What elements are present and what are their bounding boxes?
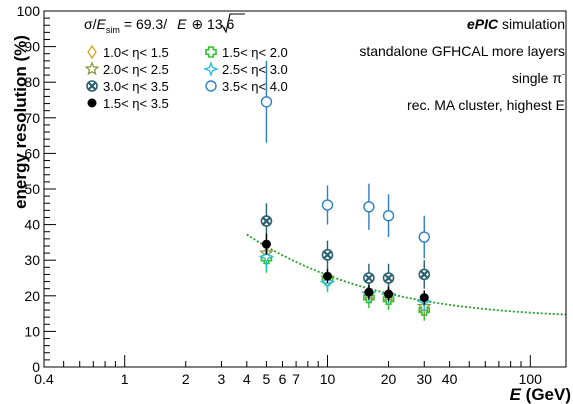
- legend: 1.0< η< 1.5 1.5< η< 2.0 2.0< η< 2.5 2.5< η<…: [84, 44, 288, 111]
- legend-item: 1.0< η< 1.5: [87, 44, 169, 60]
- y-tick-label: 40: [24, 217, 40, 233]
- fit-formula: σ/Esim = 69.3/E ⊕ 13.6: [84, 16, 235, 35]
- legend-label: 1.5< η< 2.0: [222, 45, 288, 60]
- data-point: [418, 231, 430, 243]
- legend-item: 2.0< η< 2.5: [84, 61, 169, 77]
- data-point: [419, 293, 429, 303]
- series-3: [258, 242, 433, 312]
- data-point: [260, 96, 273, 108]
- legend-label: 2.0< η< 2.5: [103, 62, 169, 77]
- y-tick-label: 30: [24, 252, 40, 268]
- legend-label: 1.5< η< 3.5: [103, 96, 169, 111]
- x-tick-label: 100: [519, 371, 543, 387]
- series-4: [260, 203, 431, 293]
- x-axis-label-unit: (GeV): [521, 385, 571, 404]
- x-tick-label: 3: [218, 371, 226, 387]
- y-tick-label: 0: [32, 359, 40, 375]
- annotation-particle-charge: -: [562, 69, 565, 79]
- x-tick-label: 30: [416, 371, 432, 387]
- legend-item: 1.5< η< 3.5: [87, 96, 169, 111]
- legend-label: 1.0< η< 1.5: [103, 45, 169, 60]
- data-point: [363, 201, 375, 213]
- y-tick-label: 10: [24, 323, 40, 339]
- sqrt-sign: [221, 13, 245, 34]
- series-6: [261, 233, 429, 305]
- marker-star4: [203, 61, 219, 77]
- data-point: [418, 268, 431, 281]
- data-point: [382, 209, 395, 222]
- data-point: [384, 289, 394, 299]
- data-point: [363, 272, 375, 284]
- legend-label: 3.0< η< 3.5: [103, 79, 169, 94]
- y-tick-label: 20: [24, 288, 40, 304]
- series-2: [259, 238, 432, 318]
- x-tick-label: 7: [292, 371, 300, 387]
- series-5: [260, 60, 430, 259]
- legend-item: 1.5< η< 2.0: [205, 45, 288, 60]
- data-point: [260, 215, 273, 227]
- legend-label: 2.5< η< 3.0: [222, 62, 288, 77]
- legend-item: 2.5< η< 3.0: [203, 61, 288, 77]
- legend-item: 3.0< η< 3.5: [86, 79, 169, 94]
- x-tick-label: 0.4: [34, 371, 54, 387]
- x-tick-label: 4: [243, 371, 251, 387]
- y-axis-label: energy resolution (%): [11, 35, 30, 209]
- fit-formula-sigma: σ/: [84, 16, 97, 32]
- y-tick-label: 70: [24, 110, 40, 126]
- fit-formula-E: E: [97, 16, 107, 32]
- x-axis-label: E (GeV): [510, 385, 571, 404]
- x-axis-label-symbol: E: [510, 385, 522, 404]
- marker-circle_filled: [87, 98, 97, 108]
- x-tick-label: 6: [279, 371, 287, 387]
- data-point: [382, 272, 395, 284]
- marker-star: [84, 61, 100, 76]
- x-tick-label: 20: [381, 371, 397, 387]
- fit-formula-sub: sim: [106, 25, 120, 35]
- x-tick-label: 2: [182, 371, 190, 387]
- data-point: [261, 239, 271, 249]
- annotation-line4: rec. MA cluster, highest E: [407, 97, 565, 113]
- legend-label: 3.5< η< 4.0: [222, 79, 288, 94]
- data-point: [364, 287, 374, 297]
- annotation-line1: ePIC simulation: [467, 16, 565, 32]
- fit-curve-layer: [246, 233, 567, 316]
- x-tick-label: 5: [263, 371, 271, 387]
- data-point: [321, 199, 334, 211]
- marker-cross: [205, 46, 217, 58]
- data-series-layer: [258, 60, 433, 321]
- x-tick-label: 10: [320, 371, 336, 387]
- annotation-simulation: simulation: [498, 16, 565, 32]
- y-tick-label: 60: [24, 145, 40, 161]
- fit-formula-eq: = 69.3/: [124, 16, 167, 32]
- fit-curve: [246, 233, 567, 316]
- data-point: [258, 248, 275, 265]
- marker-circle_open: [205, 80, 217, 92]
- y-tick-label: 80: [24, 74, 40, 90]
- annotation-epic: ePIC: [467, 16, 499, 32]
- x-tick-label: 1: [121, 371, 129, 387]
- y-tick-label: 90: [24, 39, 40, 55]
- data-point: [322, 271, 332, 281]
- data-point: [321, 249, 334, 261]
- annotation-particle: single π: [512, 70, 562, 86]
- fit-formula-sqrt-arg: E: [177, 16, 187, 32]
- series-1: [260, 244, 431, 321]
- x-tick-label: 40: [442, 371, 458, 387]
- marker-diamond: [87, 44, 97, 60]
- annotation-line3: single π-: [512, 69, 565, 86]
- axes-layer: 0 10 20 30 40 50 60 70 80 90 100 0.4 1 2 3 4 5 6 7 10 20 30 40…: [17, 3, 567, 387]
- marker-xcircle: [86, 80, 98, 92]
- y-tick-label: 50: [24, 181, 40, 197]
- legend-item: 3.5< η< 4.0: [205, 79, 288, 94]
- y-tick-label: 100: [17, 3, 41, 19]
- annotation-line2: standalone GFHCAL more layers: [359, 43, 565, 59]
